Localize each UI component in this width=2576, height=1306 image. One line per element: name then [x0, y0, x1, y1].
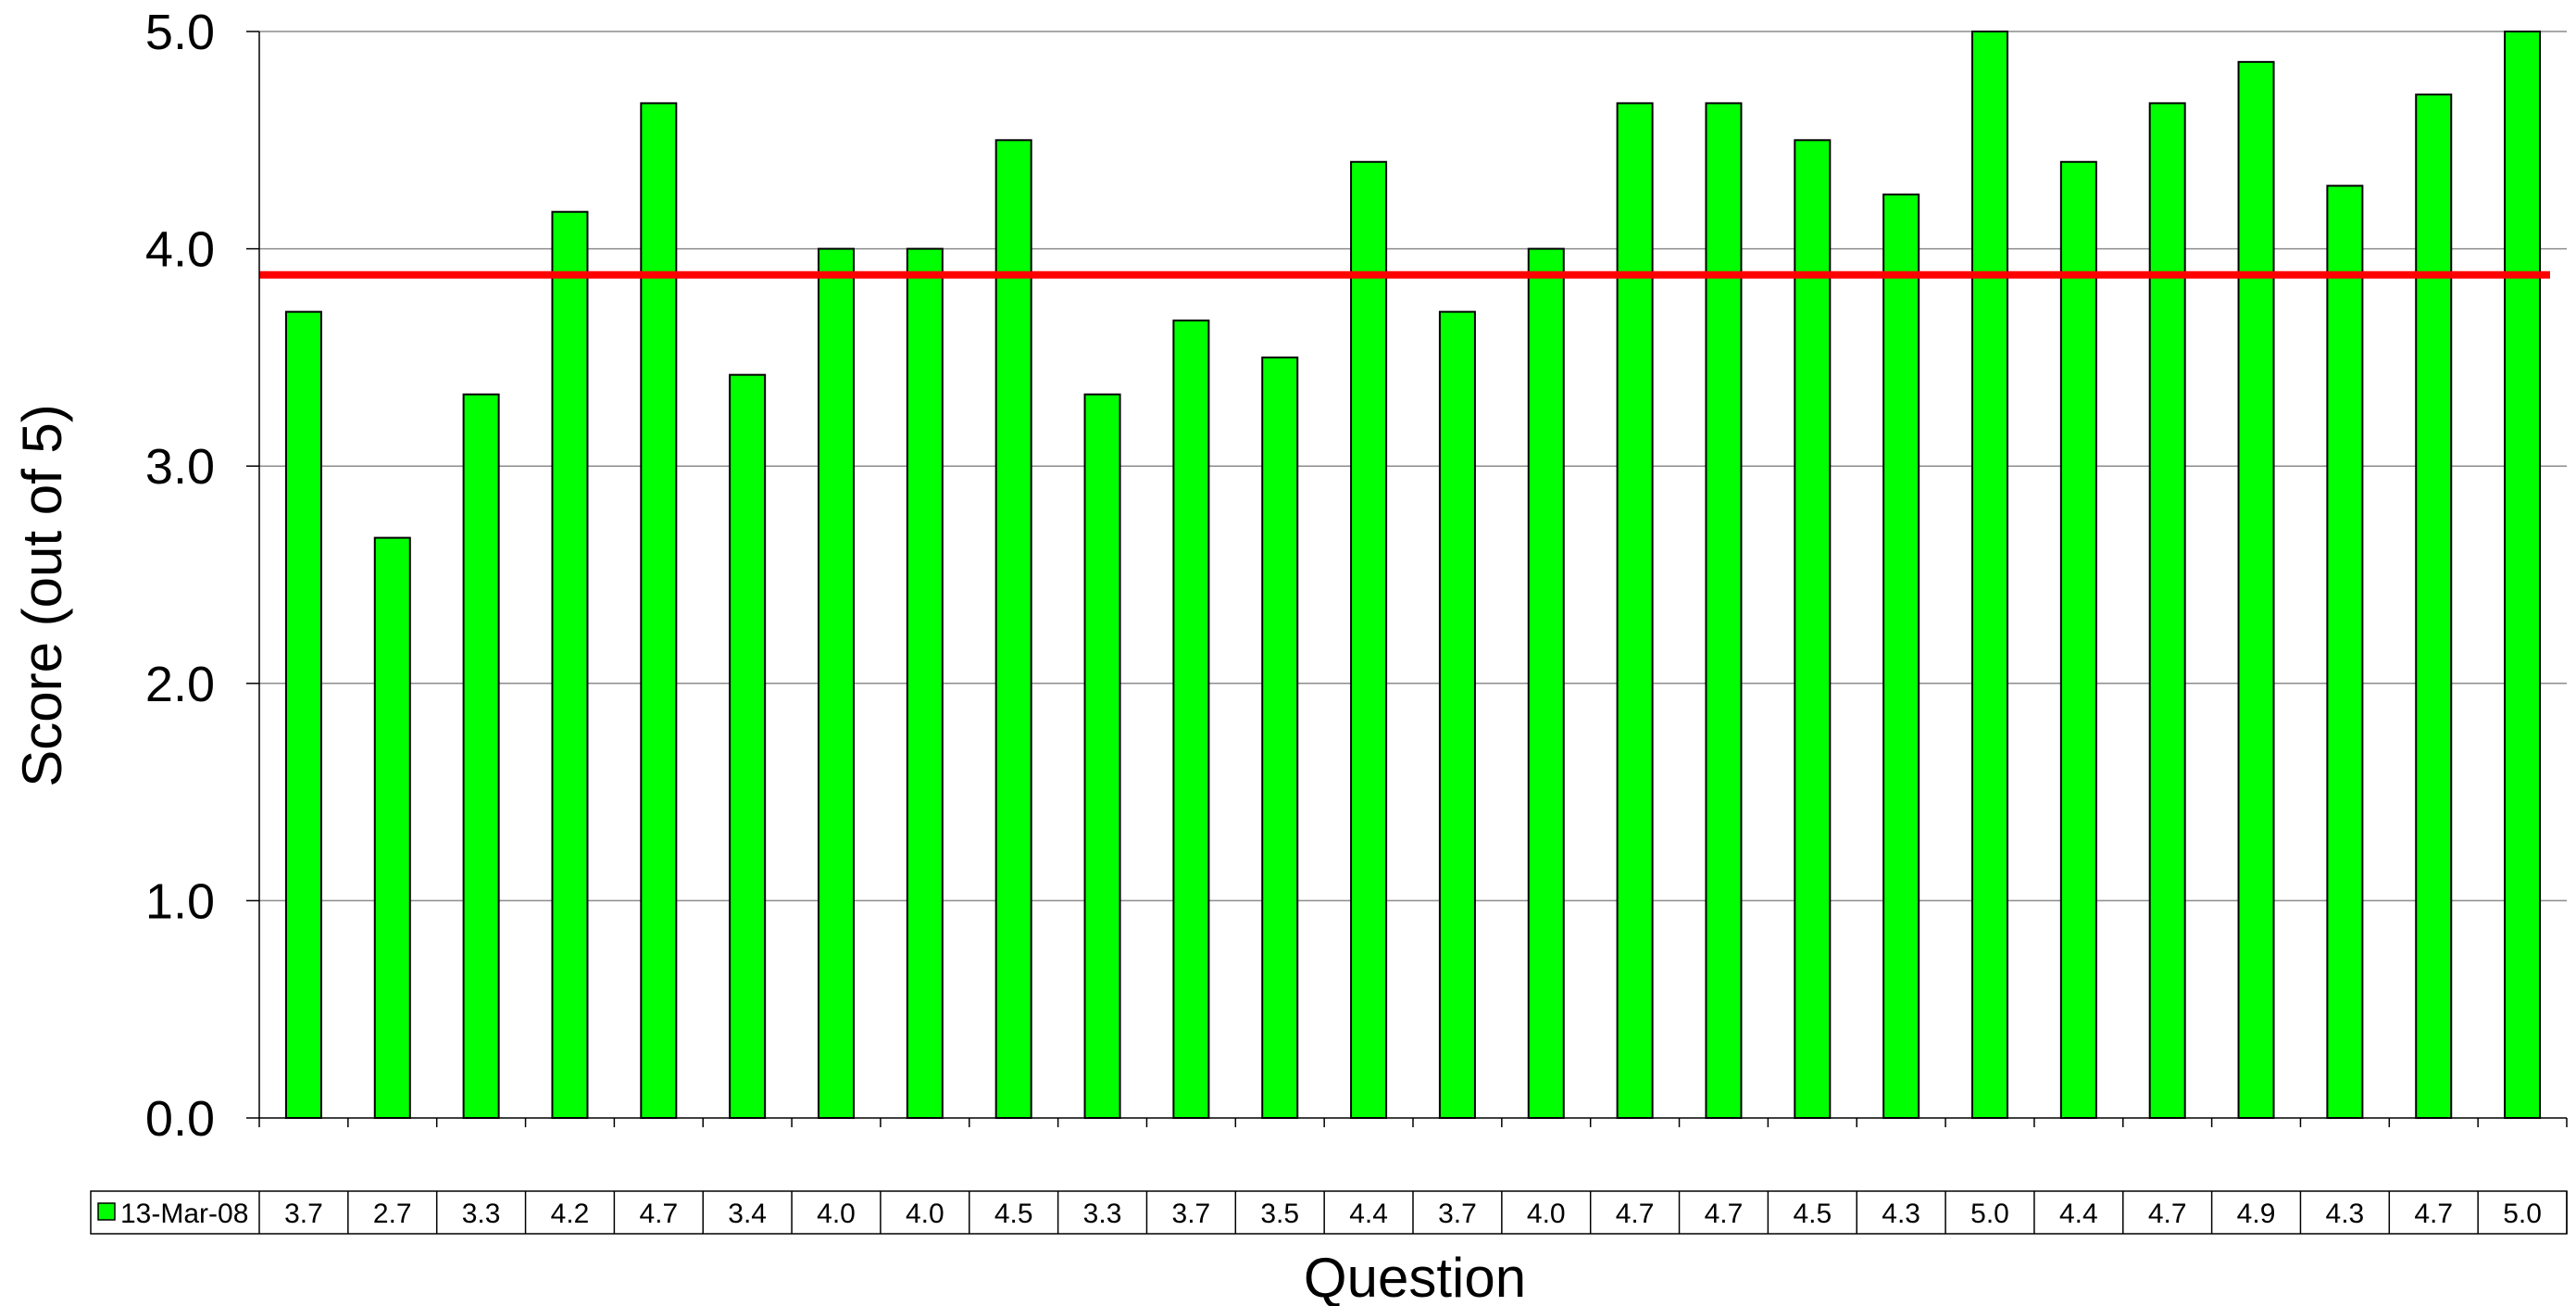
bar [1705, 102, 1743, 1120]
data-table-value: 3.7 [1172, 1199, 1211, 1229]
bar [2415, 94, 2453, 1119]
data-table-value: 4.7 [1616, 1199, 1655, 1229]
y-tick-label: 4.0 [145, 222, 215, 278]
data-table-value: 4.4 [1349, 1199, 1388, 1229]
y-tick-label: 1.0 [145, 873, 215, 929]
bar [906, 247, 944, 1120]
data-table-value: 4.9 [2237, 1199, 2276, 1229]
data-table-value: 4.7 [1705, 1199, 1744, 1229]
data-table-value: 2.7 [373, 1199, 412, 1229]
bar [1083, 393, 1121, 1120]
bar [551, 210, 589, 1119]
bar [2326, 184, 2364, 1120]
y-tick-label: 3.0 [145, 439, 215, 495]
data-table-value: 5.0 [2503, 1199, 2542, 1229]
axes [246, 31, 2568, 1127]
legend-series-name: 13-Mar-08 [120, 1199, 248, 1229]
bar [1350, 160, 1388, 1119]
x-axis-title: Question [1304, 1247, 1526, 1306]
data-table-value: 4.5 [1793, 1199, 1832, 1229]
data-table-value: 4.0 [817, 1199, 856, 1229]
bar [1261, 356, 1299, 1119]
bar [1616, 102, 1654, 1120]
data-table-value: 4.5 [994, 1199, 1033, 1229]
data-table-value: 4.7 [2148, 1199, 2187, 1229]
data-table-value: 4.7 [639, 1199, 678, 1229]
data-table-value: 4.0 [906, 1199, 944, 1229]
data-table-value: 5.0 [1970, 1199, 2009, 1229]
bar [729, 373, 767, 1119]
bar [1882, 193, 1920, 1119]
data-table-value: 4.7 [2414, 1199, 2453, 1229]
bar [2059, 160, 2097, 1119]
bar [284, 310, 322, 1120]
data-table-value: 4.3 [1882, 1199, 1920, 1229]
y-tick-label: 5.0 [145, 5, 215, 60]
bar [2504, 31, 2542, 1119]
data-table-frame [90, 1190, 2568, 1235]
data-table-value: 4.0 [1527, 1199, 1566, 1229]
bar [1971, 31, 2008, 1119]
data-table-value: 3.7 [284, 1199, 323, 1229]
y-tick-label: 2.0 [145, 657, 215, 712]
y-axis-title: Score (out of 5) [11, 404, 73, 787]
bar [2148, 102, 2186, 1120]
bar [1527, 247, 1565, 1120]
bar [994, 139, 1032, 1119]
bar [462, 393, 500, 1120]
legend-swatch [97, 1202, 116, 1221]
y-tick-label: 0.0 [145, 1091, 215, 1147]
data-table-value: 3.3 [462, 1199, 501, 1229]
bar [1438, 310, 1476, 1120]
data-table-value: 4.4 [2059, 1199, 2098, 1229]
bar [1794, 139, 1832, 1119]
bar [640, 102, 678, 1120]
data-table-value: 3.5 [1260, 1199, 1299, 1229]
bar [373, 536, 411, 1119]
data-table-value: 3.3 [1083, 1199, 1122, 1229]
data-table-value: 3.4 [728, 1199, 767, 1229]
grid-lines [259, 31, 2567, 902]
bar-series [284, 31, 2542, 1120]
bar [2237, 60, 2275, 1120]
y-tick-labels: 0.0 1.0 2.0 3.0 4.0 5.0 [145, 5, 215, 1147]
data-table: 13-Mar-08 3.7 2.7 3.3 4.2 4.7 3.4 4.0 4.0 4.5 3.3 3… [90, 1190, 2568, 1235]
bar [818, 247, 855, 1120]
bar [1172, 320, 1210, 1119]
data-table-value: 4.2 [551, 1199, 590, 1229]
data-table-value: 3.7 [1438, 1199, 1477, 1229]
data-table-value: 4.3 [2326, 1199, 2365, 1229]
